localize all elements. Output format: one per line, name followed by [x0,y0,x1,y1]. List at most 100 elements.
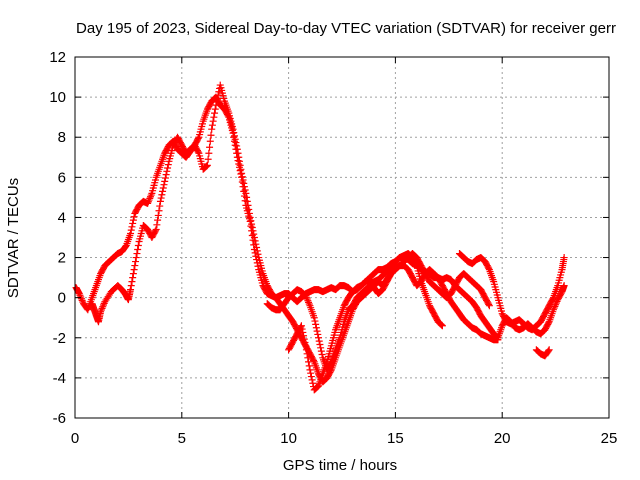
data-point [99,301,107,309]
data-point [240,179,248,187]
x-tick-label: 15 [387,430,404,447]
x-tick-label: 20 [494,430,511,447]
data-point [129,270,137,278]
data-point [146,194,154,202]
data-point [147,191,155,199]
data-point [160,181,168,189]
data-point [231,135,239,143]
data-point [134,242,142,250]
x-tick-label: 25 [601,430,618,447]
x-axis-label: GPS time / hours [283,457,397,474]
data-point [127,229,135,237]
data-point [438,321,446,329]
data-point [207,131,215,139]
data-point [234,149,242,157]
data-point [209,117,217,125]
data-point [300,335,308,343]
data-point [128,223,136,231]
data-point [132,254,140,262]
data-point [307,369,315,377]
data-point [305,298,313,306]
data-point [245,205,253,213]
data-point [194,135,202,143]
data-point [206,143,214,151]
data-point [494,336,502,344]
data-point [307,373,315,381]
data-point [98,304,106,312]
data-point [317,347,325,355]
y-tick-label: 4 [58,209,66,226]
data-point [164,164,172,172]
data-point [316,340,324,348]
data-point [306,366,314,374]
data-point [78,296,86,304]
data-point [131,262,139,270]
data-point [232,139,240,147]
y-tick-label: 12 [49,49,66,66]
y-tick-label: 6 [58,169,66,186]
data-point [236,161,244,169]
data-point [155,207,163,215]
data-point [97,308,105,316]
data-point [211,105,219,113]
series-pass-6 [532,346,553,360]
data-point [299,328,307,336]
data-point [194,148,202,156]
data-point [230,129,238,137]
data-point [213,98,221,106]
y-tick-label: 8 [58,129,66,146]
data-point [248,223,256,231]
data-point [235,157,243,165]
series-pass-3 [263,250,446,374]
x-tick-label: 5 [178,430,186,447]
data-point [305,362,313,370]
data-point [153,221,161,229]
data-point [303,350,311,358]
data-point [208,125,216,133]
data-point [210,113,218,121]
data-point [204,155,212,163]
data-point [146,193,154,201]
data-point [154,211,162,219]
data-point [252,240,260,248]
data-point [134,246,142,254]
data-point [302,293,310,301]
data-point [127,226,135,234]
data-point [485,300,493,308]
data-point [129,274,137,282]
data-point [311,317,319,325]
data-point [254,250,262,258]
data-point [560,254,568,262]
data-point [229,125,237,133]
data-point [249,227,257,235]
data-point [203,161,211,169]
data-point [550,304,558,312]
data-point [235,153,243,161]
data-point [300,332,308,340]
data-series [72,81,568,394]
data-point [77,293,85,301]
data-point [127,282,135,290]
data-point [301,338,309,346]
data-point [156,202,164,210]
data-point [156,197,164,205]
data-point [163,167,171,175]
data-point [230,132,238,140]
data-point [304,297,312,305]
data-point [202,163,210,171]
data-point [208,121,216,129]
data-point [305,300,313,308]
data-point [154,216,162,224]
data-point [130,266,138,274]
data-point [130,213,138,221]
data-point [158,191,166,199]
data-point [233,145,241,153]
data-point [312,324,320,332]
data-point [308,376,316,384]
data-point [145,196,153,204]
y-tick-label: 0 [58,290,66,307]
data-point [245,209,253,217]
data-point [159,187,167,195]
data-point [144,198,152,206]
